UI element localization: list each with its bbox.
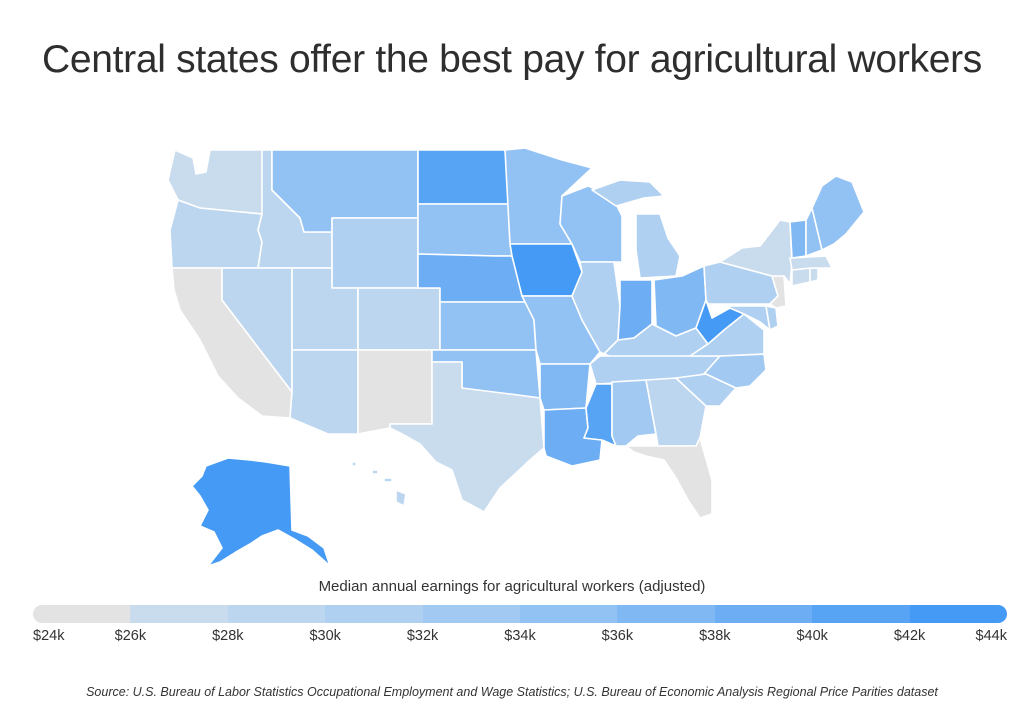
legend-segment [617, 605, 715, 623]
state-hawaii [351, 461, 407, 507]
legend-tick-labels: $24k $26k $28k $30k $32k $34k $36k $38k $40k $42k… [0, 628, 1024, 648]
state-new-mexico [357, 349, 433, 435]
state-south-carolina [675, 373, 737, 407]
state-connecticut [791, 267, 811, 287]
state-michigan [591, 179, 681, 279]
legend-tick-label: $26k [114, 628, 147, 644]
state-texas [389, 361, 545, 513]
state-south-dakota [417, 203, 513, 257]
legend-segment [714, 605, 813, 623]
state-alaska [191, 457, 331, 567]
state-massachusetts [789, 255, 833, 271]
legend-tick-label: $28k [212, 628, 244, 644]
legend-tick-label: $42k [893, 628, 926, 644]
state-north-dakota [417, 149, 511, 205]
legend-segment [227, 605, 326, 623]
us-choropleth-map [167, 147, 865, 567]
state-arkansas [539, 363, 591, 411]
state-delaware [765, 305, 779, 331]
state-vermont [789, 219, 807, 259]
state-iowa [509, 243, 583, 297]
state-arizona [289, 349, 359, 435]
legend-tick-label: $38k [699, 628, 731, 644]
legend-title: Median annual earnings for agricultural … [318, 578, 706, 595]
legend-segment [909, 605, 1007, 623]
legend-segment [422, 605, 521, 623]
state-colorado [357, 287, 441, 351]
legend-tick-label: $36k [601, 628, 634, 644]
legend-segment [325, 605, 423, 623]
state-kansas [439, 301, 537, 351]
legend-segment [130, 605, 228, 623]
state-wyoming [331, 217, 419, 289]
legend-color-scale [33, 605, 1007, 623]
state-maine [811, 175, 865, 251]
state-florida [625, 437, 713, 519]
legend-tick-label: $30k [309, 628, 341, 644]
source-note: Source: U.S. Bureau of Labor Statistics … [86, 685, 938, 699]
legend-segment [812, 605, 910, 623]
legend-tick-label: $34k [504, 628, 536, 644]
chart-title: Central states offer the best pay for ag… [42, 38, 982, 81]
state-illinois [571, 261, 621, 355]
legend-tick-label: $32k [406, 628, 439, 644]
state-rhode-island [809, 267, 819, 283]
legend-tick-label: $44k [975, 628, 1007, 644]
legend-tick-label: $24k [33, 628, 65, 644]
legend-tick-label: $40k [796, 628, 828, 644]
legend-segment [520, 605, 618, 623]
legend-segment [33, 605, 131, 623]
